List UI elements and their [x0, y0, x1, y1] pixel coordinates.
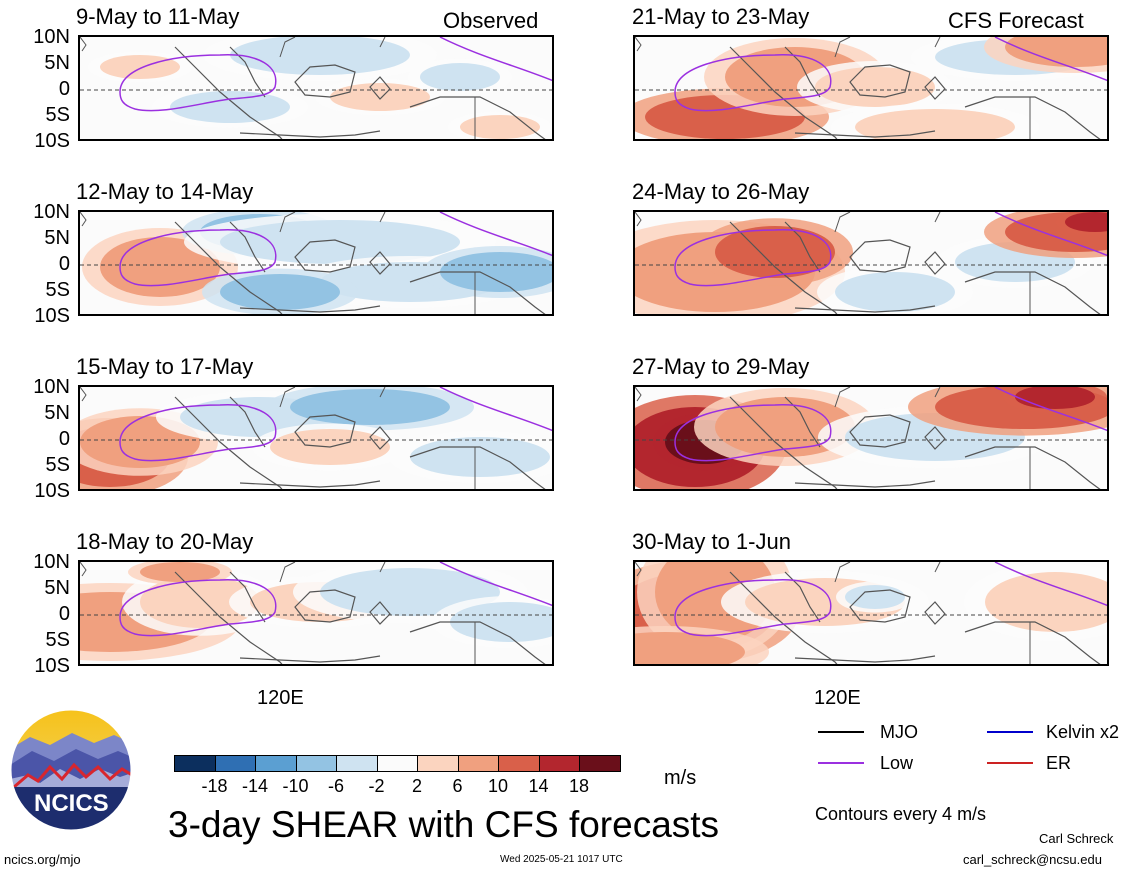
colorbar-tick-label: 14: [528, 776, 549, 796]
colorbar-tick-label: 18: [568, 776, 590, 796]
colorbar-swatch: [457, 755, 499, 772]
colorbar-swatch: [498, 755, 540, 772]
lat-tick: 10N: [33, 551, 70, 573]
lat-tick: 5S: [45, 104, 70, 126]
lat-tick: 10N: [33, 201, 70, 223]
colorbar-swatch: [295, 755, 337, 772]
lat-tick: 10S: [34, 305, 70, 327]
lat-tick: 5N: [44, 227, 70, 249]
colorbar-swatch: [255, 755, 297, 772]
colorbar-tick-label: 10: [487, 776, 509, 796]
colorbar-swatch: [174, 755, 216, 772]
legend-label: Low: [880, 753, 914, 773]
main-title: 3-day SHEAR with CFS forecasts: [168, 804, 720, 845]
lat-tick: 5S: [45, 454, 70, 476]
panel-source-label: CFS Forecast: [948, 8, 1084, 33]
colorbar-swatch: [336, 755, 378, 772]
map-panel: [633, 210, 1109, 316]
legend-label: MJO: [880, 722, 918, 742]
footer-timestamp: Wed 2025-05-21 1017 UTC: [500, 854, 623, 865]
colorbar-tick-label: -10: [282, 776, 309, 796]
map-panel: [633, 35, 1109, 141]
lat-tick: 5N: [44, 402, 70, 424]
colorbar-swatch: [214, 755, 256, 772]
panel-title: 15-May to 17-May: [76, 354, 254, 379]
lat-tick: 10S: [34, 480, 70, 502]
colorbar-tick-label: -2: [368, 776, 385, 796]
map-panel: [78, 560, 554, 666]
panel-title: 30-May to 1-Jun: [632, 529, 791, 554]
panel-title: 12-May to 14-May: [76, 179, 254, 204]
colorbar-tick-label: -18: [201, 776, 228, 796]
map-panel: [633, 385, 1109, 491]
lat-tick: 10S: [34, 130, 70, 152]
lat-tick: 5S: [45, 629, 70, 651]
lat-tick: 0: [58, 428, 70, 450]
map-panel: [78, 210, 554, 316]
map-panel: [633, 560, 1109, 666]
panel-source-label: Observed: [443, 8, 539, 33]
colorbar-tick-label: -6: [327, 776, 344, 796]
legend-label: ER: [1046, 753, 1072, 773]
lat-tick: 10N: [33, 26, 70, 48]
lon-tick-right: 120E: [814, 687, 861, 709]
colorbar-swatch: [538, 755, 580, 772]
panel-title: 18-May to 20-May: [76, 529, 254, 554]
lat-tick: 5S: [45, 279, 70, 301]
legend-swatch-er: [987, 762, 1033, 764]
lat-tick: 0: [58, 603, 70, 625]
ncics-logo: NCICS: [10, 709, 132, 831]
lat-tick: 0: [58, 253, 70, 275]
panel-title: 24-May to 26-May: [632, 179, 810, 204]
panel-title: 9-May to 11-May: [76, 4, 240, 29]
map-panel: [78, 385, 554, 491]
colorbar-tick-label: -14: [241, 776, 268, 796]
lat-tick: 10N: [33, 376, 70, 398]
legend-swatch-mjo: [818, 731, 864, 733]
legend-swatch-kelvin: [987, 731, 1033, 733]
legend-label: Kelvin x2: [1046, 722, 1120, 742]
panel-title: 21-May to 23-May: [632, 4, 810, 29]
map-panel: [78, 35, 554, 141]
colorbar-swatch: [417, 755, 459, 772]
colorbar-tick-label: 6: [452, 776, 463, 796]
colorbar-swatch: [579, 755, 621, 772]
logo-text: NCICS: [34, 790, 109, 817]
lat-tick: 10S: [34, 655, 70, 677]
footer-email: carl_schreck@ncsu.edu: [963, 852, 1102, 867]
colorbar-tick-label: 2: [411, 776, 422, 796]
lat-tick: 5N: [44, 577, 70, 599]
contour-note: Contours every 4 m/s: [815, 804, 987, 824]
lat-tick: 0: [58, 78, 70, 100]
colorbar-unit: m/s: [664, 767, 697, 789]
colorbar-swatch: [376, 755, 418, 772]
lat-tick: 5N: [44, 52, 70, 74]
lon-tick-left: 120E: [257, 687, 304, 709]
legend-swatch-low: [818, 762, 864, 764]
footer-author: Carl Schreck: [1039, 831, 1114, 846]
footer-url: ncics.org/mjo: [4, 852, 81, 867]
panel-title: 27-May to 29-May: [632, 354, 810, 379]
